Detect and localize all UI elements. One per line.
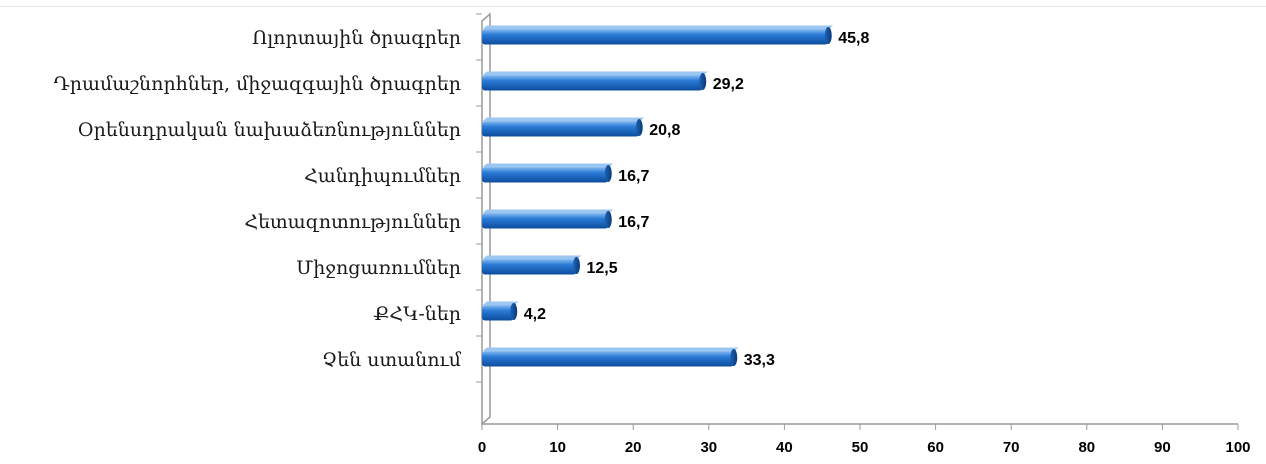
category-label: Միջոցառումներ xyxy=(296,257,461,279)
data-label: 4,2 xyxy=(524,306,546,323)
data-label: 12,5 xyxy=(587,260,618,277)
category-label: Օրենսդրական նախաձեռնություններ xyxy=(78,119,461,141)
bar-top-face xyxy=(482,163,614,168)
x-tick-label: 70 xyxy=(1003,439,1020,456)
x-tick-label: 30 xyxy=(700,439,717,456)
bar-end-cap xyxy=(604,211,612,228)
bar xyxy=(482,75,703,91)
bar-top-face xyxy=(482,71,708,76)
bar xyxy=(482,305,514,321)
category-label: Հանդիպումներ xyxy=(304,165,461,187)
bar-end-cap xyxy=(510,303,518,320)
labels-layer: 0 10 20 30 40 50 60 70 80 90 100 45,8 Ոլորտային ծրագ… xyxy=(54,27,1251,456)
bar-top-face xyxy=(482,117,645,122)
data-label: 16,7 xyxy=(618,214,649,231)
category-label: Ոլորտային ծրագրեր xyxy=(252,27,461,49)
bar-end-cap xyxy=(730,349,738,366)
x-tick-label: 60 xyxy=(927,439,944,456)
bar-top-face xyxy=(482,301,519,306)
data-label: 33,3 xyxy=(744,352,775,369)
x-tick-label: 40 xyxy=(776,439,793,456)
bar-top-face xyxy=(482,255,582,260)
bar-end-cap xyxy=(604,165,612,182)
bar-end-cap xyxy=(573,257,580,274)
x-tick-label: 20 xyxy=(625,439,642,456)
bar xyxy=(482,351,734,367)
x-tick-label: 80 xyxy=(1078,439,1095,456)
bar-top-face xyxy=(482,25,834,30)
data-label: 20,8 xyxy=(649,122,680,139)
bar-top-face xyxy=(482,209,614,214)
x-tick-label: 90 xyxy=(1154,439,1171,456)
data-label: 16,7 xyxy=(618,168,649,185)
bar xyxy=(482,213,609,229)
bars-layer xyxy=(482,25,834,367)
bar xyxy=(482,121,640,137)
x-tick-label: 100 xyxy=(1225,439,1250,456)
bar-top-face xyxy=(482,347,739,352)
bar-end-cap xyxy=(824,27,832,44)
category-label: Հետազոտություններ xyxy=(244,211,461,233)
category-label: Դրամաշնորհներ, միջազգային ծրագրեր xyxy=(54,73,461,95)
bar xyxy=(482,29,829,45)
category-label: Չեն ստանում xyxy=(322,349,462,371)
bar xyxy=(482,259,577,275)
bar-end-cap xyxy=(635,119,643,136)
data-label: 29,2 xyxy=(713,76,744,93)
data-label: 45,8 xyxy=(838,30,869,47)
x-tick-label: 50 xyxy=(852,439,869,456)
bar-end-cap xyxy=(699,73,707,90)
category-label: ՔՀԿ-ներ xyxy=(373,303,461,325)
x-tick-label: 0 xyxy=(478,439,486,456)
bar xyxy=(482,167,609,183)
x-tick-label: 10 xyxy=(549,439,566,456)
